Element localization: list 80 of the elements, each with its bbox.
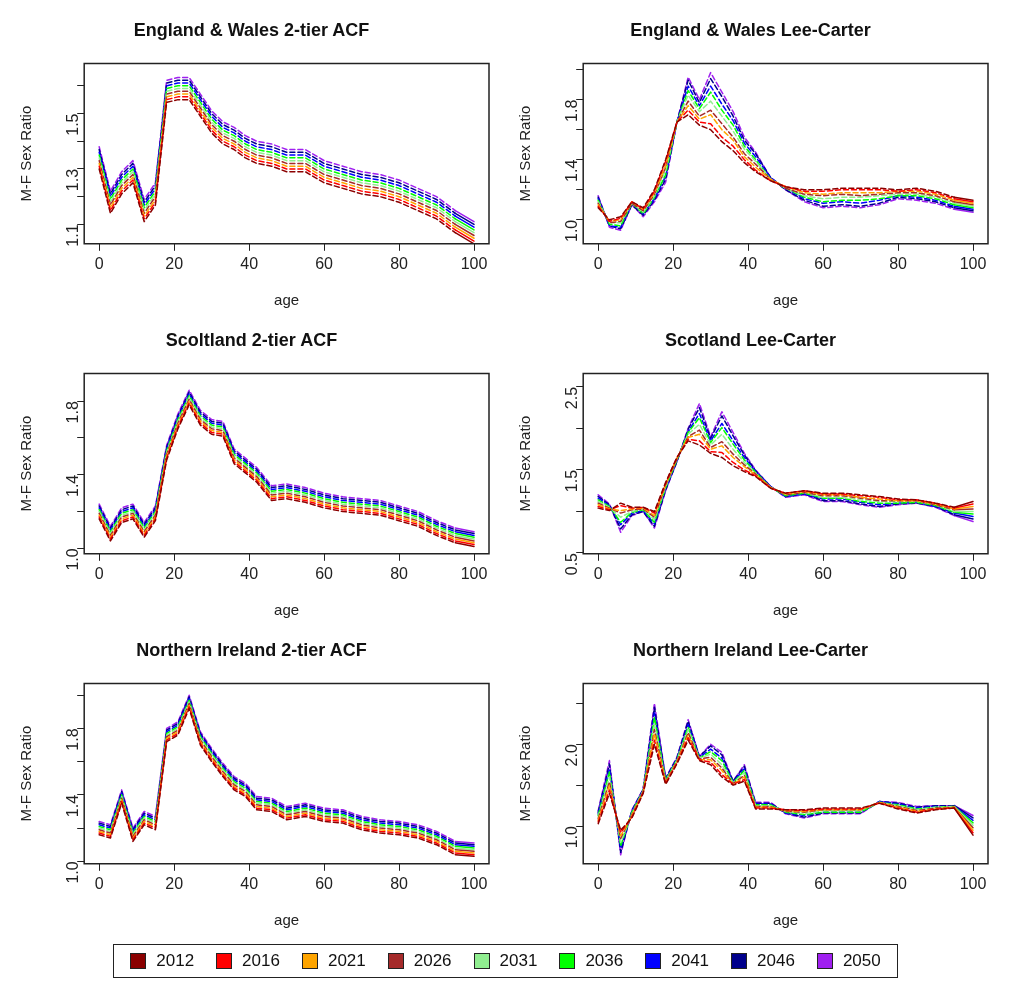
x-tick-label: 0 <box>593 874 603 892</box>
x-tick-label: 40 <box>240 564 259 582</box>
legend-label: 2036 <box>585 951 624 971</box>
x-tick-label: 80 <box>889 564 908 582</box>
x-tick-label: 60 <box>814 564 833 582</box>
y-tick-label: 1.4 <box>63 794 81 818</box>
x-tick-label: 80 <box>390 564 409 582</box>
x-tick-label: 100 <box>460 874 488 892</box>
y-tick-label: 2.5 <box>562 386 580 410</box>
y-axis-title: M-F Sex Ratio <box>17 725 35 822</box>
x-tick-label: 60 <box>315 254 334 272</box>
x-tick-label: 40 <box>739 254 758 272</box>
y-tick-label: 1.0 <box>63 548 81 571</box>
legend-label: 2016 <box>242 951 280 971</box>
y-tick-label: 1.1 <box>63 224 81 247</box>
y-tick-label: 1.5 <box>562 469 580 493</box>
x-axis-title: age <box>274 291 300 309</box>
chart-title: Northern Ireland Lee-Carter <box>632 639 869 660</box>
x-tick-label: 0 <box>94 874 104 892</box>
legend-label: 2021 <box>327 951 366 971</box>
x-tick-label: 40 <box>739 874 758 892</box>
chart-title: Scotland Lee-Carter <box>664 329 837 350</box>
y-axis-title: M-F Sex Ratio <box>17 415 35 512</box>
x-tick-label: 20 <box>165 564 184 582</box>
x-tick-label: 60 <box>814 874 833 892</box>
x-tick-label: 20 <box>165 254 184 272</box>
x-tick-label: 0 <box>593 254 603 272</box>
y-tick-label: 1.0 <box>63 861 81 884</box>
y-tick-label: 1.3 <box>63 168 81 192</box>
x-tick-label: 20 <box>664 874 683 892</box>
x-axis-title: age <box>773 601 799 619</box>
chart-title: England & Wales 2-tier ACF <box>133 19 370 40</box>
y-tick-label: 2.0 <box>562 744 580 767</box>
x-tick-label: 100 <box>460 254 488 272</box>
legend-label: 2046 <box>757 951 795 971</box>
y-tick-label: 1.4 <box>63 474 81 497</box>
x-tick-label: 0 <box>94 564 104 582</box>
x-tick-label: 80 <box>390 874 409 892</box>
legend-label: 2050 <box>842 951 881 971</box>
x-axis-title: age <box>773 291 799 309</box>
x-tick-label: 100 <box>959 254 987 272</box>
y-axis-title: M-F Sex Ratio <box>516 415 534 512</box>
y-axis-title: M-F Sex Ratio <box>17 105 35 202</box>
x-tick-label: 100 <box>959 564 987 582</box>
x-tick-label: 0 <box>94 254 104 272</box>
y-tick-label: 1.5 <box>63 113 81 136</box>
x-tick-label: 80 <box>889 874 908 892</box>
y-tick-label: 0.5 <box>562 552 580 576</box>
x-tick-label: 20 <box>664 564 683 582</box>
legend-label: 2026 <box>413 951 452 971</box>
y-axis-title: M-F Sex Ratio <box>516 105 534 202</box>
x-tick-label: 40 <box>739 564 758 582</box>
y-tick-label: 1.4 <box>562 159 580 182</box>
x-tick-label: 20 <box>165 874 184 892</box>
x-tick-label: 60 <box>315 564 334 582</box>
y-axis-title: M-F Sex Ratio <box>516 725 534 822</box>
x-tick-label: 20 <box>664 254 683 272</box>
x-tick-label: 80 <box>889 254 908 272</box>
x-tick-label: 100 <box>460 564 488 582</box>
y-tick-label: 1.8 <box>63 401 81 424</box>
x-tick-label: 40 <box>240 874 259 892</box>
x-axis-title: age <box>274 601 300 619</box>
y-tick-label: 1.8 <box>63 728 81 751</box>
chart-title: Northern Ireland 2-tier ACF <box>136 639 367 660</box>
x-tick-label: 60 <box>315 874 334 892</box>
y-tick-label: 1.8 <box>562 99 580 122</box>
chart-title: England & Wales Lee-Carter <box>630 19 871 40</box>
chart-title: Scoltland 2-tier ACF <box>165 329 338 350</box>
y-tick-label: 1.0 <box>562 219 580 243</box>
x-tick-label: 60 <box>814 254 833 272</box>
x-axis-title: age <box>773 911 799 929</box>
legend-label: 2012 <box>156 951 195 971</box>
legend-label: 2031 <box>499 951 538 971</box>
x-tick-label: 0 <box>593 564 603 582</box>
x-axis-title: age <box>274 911 300 929</box>
x-tick-label: 80 <box>390 254 409 272</box>
legend-label: 2041 <box>671 951 710 971</box>
y-tick-label: 1.0 <box>562 826 580 849</box>
x-tick-label: 100 <box>959 874 987 892</box>
x-tick-label: 40 <box>240 254 259 272</box>
